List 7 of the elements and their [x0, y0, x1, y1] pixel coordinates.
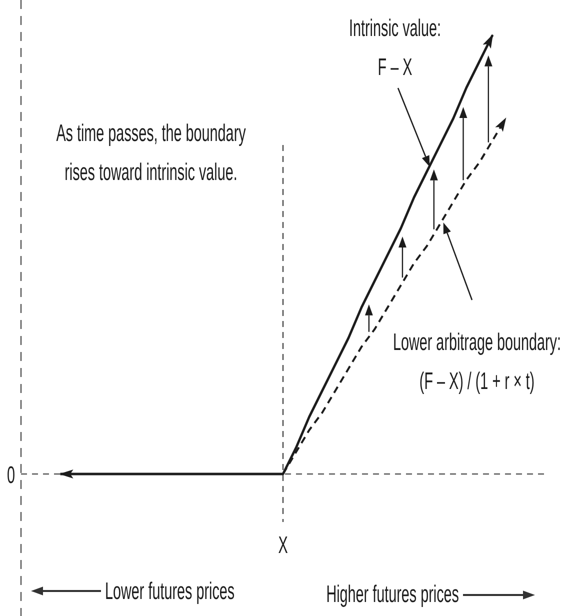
annotation: Intrinsic value: F – X	[349, 15, 441, 82]
text: X	[278, 532, 288, 560]
annotation: As time passes, the boundary rises toward intrinsic value.	[56, 120, 246, 186]
annotation: Lower arbitrage boundary: (F – X) / (1 + r × t)	[392, 329, 562, 396]
text: 0	[6, 462, 16, 490]
text: Lower futures prices	[105, 578, 235, 606]
text: Higher futures prices	[326, 581, 460, 608]
